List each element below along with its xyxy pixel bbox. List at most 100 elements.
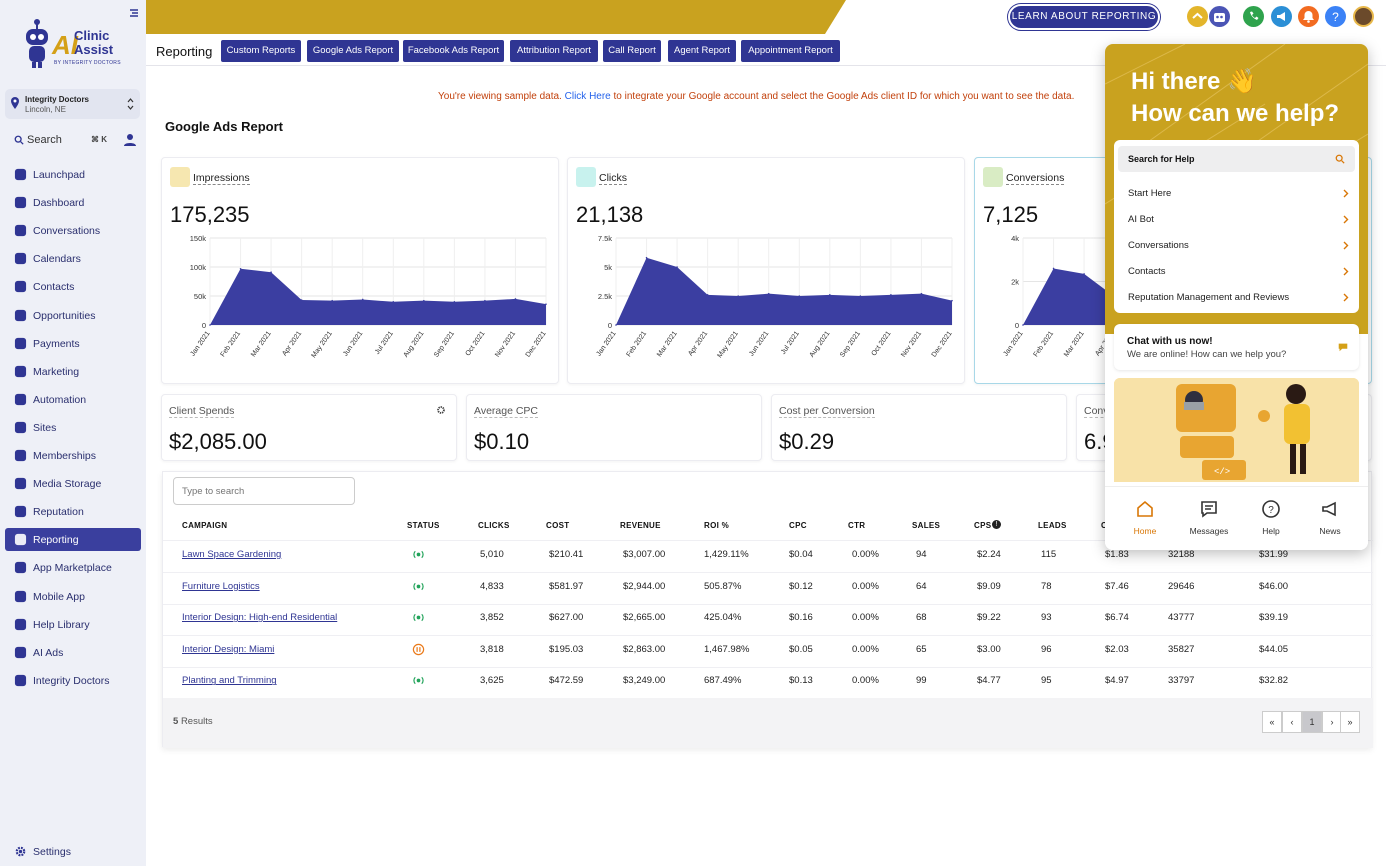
help-item-conversations[interactable]: Conversations [1128, 240, 1189, 251]
sidebar-item-label: Memberships [33, 450, 97, 462]
x-tick-label: Nov 2021 [900, 330, 923, 359]
help-item-reputation-management-and-reviews[interactable]: Reputation Management and Reviews [1128, 292, 1290, 303]
bot-icon[interactable] [1209, 6, 1230, 27]
info-icon[interactable]: ! [992, 520, 1001, 529]
column-header-status[interactable]: STATUS [407, 521, 440, 530]
sidebar-item-launchpad[interactable]: Launchpad [5, 163, 141, 186]
last-page-button[interactable]: » [1340, 711, 1360, 733]
data-point [829, 294, 831, 296]
campaign-link[interactable]: Lawn Space Gardening [182, 549, 282, 560]
user-icon[interactable] [122, 131, 138, 149]
column-header-ctr[interactable]: CTR [848, 521, 866, 530]
tab-appointment-report[interactable]: Appointment Report [741, 40, 840, 62]
tab-facebook-ads-report[interactable]: Facebook Ads Report [403, 40, 504, 62]
sidebar-item-automation[interactable]: Automation [5, 388, 141, 411]
sidebar-item-ai-ads[interactable]: AI Ads [5, 641, 141, 664]
y-tick-label: 2k [1011, 278, 1019, 287]
help-icon[interactable]: ? [1325, 6, 1346, 27]
bell-icon[interactable] [1298, 6, 1319, 27]
campaign-link[interactable]: Interior Design: Miami [182, 643, 275, 655]
chat-nav-messages[interactable]: Messages [1179, 499, 1239, 536]
sidebar-item-label: Dashboard [33, 197, 85, 210]
first-page-button[interactable]: « [1262, 711, 1282, 733]
next-page-button[interactable]: › [1322, 711, 1342, 733]
collapse-menu-icon[interactable] [128, 8, 140, 20]
sidebar-item-label: Payments [33, 337, 80, 350]
sidebar-search[interactable]: Search ⌘ K [5, 130, 117, 150]
sidebar-item-reporting[interactable]: Reporting [5, 528, 141, 552]
table-footer [163, 698, 1373, 748]
chat-icon [14, 225, 27, 237]
table-search-input[interactable] [173, 477, 355, 505]
column-header-campaign[interactable]: CAMPAIGN [182, 521, 228, 530]
sidebar-item-mobile-app[interactable]: Mobile App [5, 585, 141, 608]
megaphone-icon[interactable] [1271, 6, 1292, 27]
learn-about-reporting-button[interactable]: LEARN ABOUT REPORTING [1008, 4, 1160, 30]
sidebar-item-payments[interactable]: Payments [5, 332, 141, 355]
tab-agent-report[interactable]: Agent Report [668, 40, 736, 62]
rocket-icon [14, 168, 27, 181]
column-header-c[interactable]: C [1101, 521, 1107, 530]
prev-page-button[interactable]: ‹ [1282, 711, 1302, 733]
x-tick-label: Feb 2021 [625, 330, 648, 358]
campaign-link[interactable]: Planting and Trimming [182, 675, 277, 687]
sidebar-item-opportunities[interactable]: Opportunities [5, 304, 141, 327]
metric-card-clicks: Clicks 21,138 0 2.5k 5k 7.5k Jan 2021 Feb 2021 M… [567, 157, 965, 384]
svg-text:?: ? [1268, 505, 1274, 516]
chevron-updown-icon [127, 98, 134, 110]
column-header-clicks[interactable]: CLICKS [478, 521, 510, 530]
campaign-link[interactable]: Furniture Logistics [182, 580, 260, 592]
quick-actions-icon[interactable] [1187, 6, 1208, 27]
column-header-cps[interactable]: CPS [974, 521, 992, 530]
sidebar-item-calendars[interactable]: Calendars [5, 247, 141, 270]
data-point [1022, 324, 1024, 326]
metric-title: Clicks [599, 172, 627, 185]
sidebar-item-help-library[interactable]: Help Library [5, 613, 141, 636]
help-item-start-here[interactable]: Start Here [1128, 188, 1172, 199]
stat-title: Cost per Conversion [779, 405, 875, 418]
results-count: 5 Results [173, 716, 213, 727]
column-header-roi-[interactable]: ROI % [704, 521, 730, 530]
sidebar-item-contacts[interactable]: Contacts [5, 275, 141, 298]
help-search-input[interactable]: Search for Help [1118, 146, 1355, 172]
status-active-icon [413, 677, 424, 685]
sidebar-item-memberships[interactable]: Memberships [5, 444, 141, 467]
gear-icon[interactable] [436, 405, 446, 415]
help-item-ai-bot[interactable]: AI Bot [1128, 214, 1154, 225]
chat-nav-help[interactable]: ? Help [1241, 499, 1301, 536]
location-switcher[interactable]: Integrity Doctors Lincoln, NE [5, 89, 140, 119]
column-header-cpc[interactable]: CPC [789, 521, 807, 530]
area-series [616, 257, 952, 325]
sidebar-item-marketing[interactable]: Marketing [5, 360, 141, 383]
tab-call-report[interactable]: Call Report [603, 40, 661, 62]
column-header-sales[interactable]: SALES [912, 521, 941, 530]
data-point [706, 294, 709, 296]
column-header-leads[interactable]: LEADS [1038, 521, 1067, 530]
sidebar-item-app-marketplace[interactable]: App Marketplace [5, 556, 141, 579]
tab-custom-reports[interactable]: Custom Reports [221, 40, 301, 62]
column-header-cost[interactable]: COST [546, 521, 570, 530]
column-header-revenue[interactable]: REVENUE [620, 521, 661, 530]
tab-google-ads-report[interactable]: Google Ads Report [307, 40, 399, 62]
chat-nav-home[interactable]: Home [1115, 499, 1175, 536]
phone-icon[interactable] [1243, 6, 1264, 27]
chat-nav-news[interactable]: News [1300, 499, 1360, 536]
chat-now-card[interactable]: Chat with us now! We are online! How can… [1114, 324, 1359, 370]
sidebar-item-settings[interactable]: Settings [5, 840, 141, 863]
sidebar-item-sites[interactable]: Sites [5, 416, 141, 439]
help-item-contacts[interactable]: Contacts [1128, 266, 1166, 277]
avatar[interactable] [1353, 6, 1374, 27]
sidebar-item-dashboard[interactable]: Dashboard [5, 191, 141, 214]
page-1-button[interactable]: 1 [1302, 711, 1322, 733]
chat-nav-news-label: News [1319, 526, 1341, 536]
sidebar-item-media-storage[interactable]: Media Storage [5, 472, 141, 495]
tab-attribution-report[interactable]: Attribution Report [510, 40, 598, 62]
sidebar-item-label: Contacts [33, 281, 75, 294]
cell-revenue: $2,863.00 [623, 643, 666, 655]
sidebar-item-conversations[interactable]: Conversations [5, 219, 141, 242]
campaign-link[interactable]: Interior Design: High-end Residential [182, 612, 338, 624]
sidebar-item-integrity-doctors[interactable]: Integrity Doctors [5, 669, 141, 692]
sidebar-item-reputation[interactable]: Reputation [5, 500, 141, 523]
logo: AI Clinic Assist BY INTEGRITY DOCTORS [22, 18, 132, 70]
click-here-link[interactable]: Click Here [564, 91, 611, 102]
